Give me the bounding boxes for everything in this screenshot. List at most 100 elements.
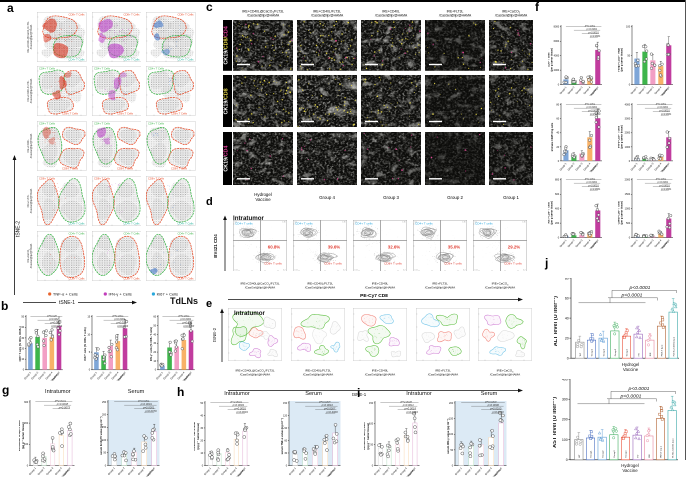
svg-text:Hydrogel: Hydrogel — [146, 466, 156, 477]
svg-text:20: 20 — [557, 146, 560, 149]
svg-text:/CasGel@lip/@HAMA: /CasGel@lip/@HAMA — [495, 13, 528, 17]
svg-text:IRE+CD40L: IRE+CD40L — [372, 368, 389, 372]
svg-text:(per g tumor tissue): (per g tumor tissue) — [550, 48, 553, 72]
svg-text:30: 30 — [284, 452, 287, 455]
svg-text:p<0.0001: p<0.0001 — [229, 401, 242, 403]
svg-text:Hydrogel: Hydrogel — [117, 370, 127, 381]
svg-text:/CasGel@lip/@HAMA: /CasGel@lip/@HAMA — [240, 372, 271, 376]
svg-text:p=0.0019: p=0.0019 — [404, 406, 417, 410]
svg-text:Intratumor IFN-γ level: Intratumor IFN-γ level — [364, 422, 366, 450]
svg-text:0: 0 — [628, 237, 630, 240]
svg-text:0: 0 — [566, 458, 568, 462]
svg-text:0: 0 — [201, 464, 203, 467]
svg-text:FLT3L+CD40L (i.p.): FLT3L+CD40L (i.p.) — [672, 438, 674, 457]
svg-text:Group 2: Group 2 — [117, 466, 126, 476]
svg-text:p=0.0001: p=0.0001 — [53, 400, 66, 402]
svg-text:Group 3: Group 3 — [473, 466, 482, 476]
svg-text:IRE: IRE — [649, 352, 651, 356]
svg-text:Ki67⁺CD8⁺ T cells: Ki67⁺CD8⁺ T cells — [548, 202, 550, 224]
svg-text:CD4+ T cells: CD4+ T cells — [415, 221, 433, 225]
svg-text:15: 15 — [87, 316, 90, 319]
svg-text:/CasGel@lip/@HAMA: /CasGel@lip/@HAMA — [485, 285, 516, 289]
svg-text:Group 4: Group 4 — [319, 194, 335, 199]
svg-text:IRE+CD40L/FLT3L: IRE+CD40L/FLT3L — [313, 9, 341, 13]
svg-text:IRE+CD40L@CaCO3/FLT3L: IRE+CD40L@CaCO3/FLT3L — [240, 281, 279, 286]
svg-text:CD4+ T Cells: CD4+ T Cells — [69, 231, 86, 235]
svg-text:0.11: 0.11 — [295, 269, 298, 271]
svg-text:10: 10 — [21, 358, 24, 361]
svg-text:p=0.0008: p=0.0008 — [484, 401, 497, 403]
svg-text:Hydrogel: Hydrogel — [660, 85, 670, 96]
svg-text:tSNE-2: tSNE-2 — [15, 221, 21, 237]
svg-text:p<0.0001: p<0.0001 — [588, 109, 600, 112]
svg-text:Group 1: Group 1 — [503, 194, 519, 199]
svg-text:/CasGel@lip/@HAMA: /CasGel@lip/@HAMA — [365, 372, 396, 376]
svg-text:IRE+FLT3L: IRE+FLT3L — [27, 194, 30, 207]
svg-text:/CasGel@lip/@HAMA: /CasGel@lip/@HAMA — [245, 285, 276, 289]
svg-text:IFN-γ⁺ cells (% CD8+ T cells): IFN-γ⁺ cells (% CD8+ T cells) — [149, 327, 153, 361]
svg-text:60: 60 — [564, 297, 568, 301]
svg-text:Group 2: Group 2 — [567, 161, 576, 171]
svg-text:800: 800 — [555, 179, 560, 182]
svg-text:CD8+ T Cells: CD8+ T Cells — [123, 276, 140, 280]
svg-text:Group 3: Group 3 — [45, 466, 54, 476]
svg-text:IRE+CaCO3: IRE+CaCO3 — [492, 281, 510, 286]
svg-text:IRE+CD40L: IRE+CD40L — [382, 9, 400, 13]
svg-text:BV421 CD4: BV421 CD4 — [213, 234, 218, 258]
svg-text:Intratumor IL12p70 level: Intratumor IL12p70 level — [19, 420, 21, 451]
svg-text:p<0.0001: p<0.0001 — [586, 27, 598, 30]
svg-text:0: 0 — [628, 83, 630, 86]
svg-text:serum IFN-γ value (pg ml⁻¹): serum IFN-γ value (pg ml⁻¹) — [446, 419, 450, 454]
svg-text:0: 0 — [628, 160, 630, 163]
svg-text:0: 0 — [558, 160, 560, 163]
svg-text:CK19/CD8: CK19/CD8 — [223, 88, 229, 114]
svg-text:20: 20 — [21, 347, 24, 350]
svg-text:100: 100 — [369, 423, 374, 426]
svg-text:CD8⁺ T cells: CD8⁺ T cells — [548, 51, 550, 66]
svg-text:serum IL12p70 value (pg ml⁻¹): serum IL12p70 value (pg ml⁻¹) — [99, 416, 103, 455]
svg-text:Hydrogel: Hydrogel — [327, 466, 337, 477]
svg-text:PBS-T (i.p.): PBS-T (i.p.) — [661, 345, 663, 357]
svg-text:30: 30 — [21, 337, 24, 340]
svg-text:35.0%: 35.0% — [448, 244, 461, 249]
svg-text:p<0.0001: p<0.0001 — [137, 400, 150, 402]
svg-text:6000: 6000 — [554, 40, 560, 43]
svg-text:CD8+ T Cells: CD8+ T Cells — [178, 12, 195, 16]
svg-text:Group 3: Group 3 — [645, 238, 654, 248]
svg-text:100: 100 — [626, 25, 631, 28]
svg-text:IFN-γ + Cells: IFN-γ + Cells — [109, 291, 132, 296]
svg-text:AST level (U liter⁻¹): AST level (U liter⁻¹) — [553, 397, 558, 448]
svg-text:50: 50 — [450, 449, 453, 452]
svg-text:Group3: Group3 — [613, 348, 616, 356]
svg-text:39.6%: 39.6% — [328, 244, 341, 249]
svg-text:Vaccine: Vaccine — [325, 468, 334, 478]
svg-text:Group 3: Group 3 — [103, 370, 112, 380]
svg-text:/CasGel@lip/@HAMA: /CasGel@lip/@HAMA — [439, 13, 472, 17]
svg-text:Group 2: Group 2 — [567, 238, 576, 248]
svg-text:/CasGel@lip/@HAMA: /CasGel@lip/@HAMA — [247, 13, 280, 17]
svg-text:IRE+CD40L/FLT3L: IRE+CD40L/FLT3L — [304, 368, 330, 372]
svg-text:(per g tumor tissue): (per g tumor tissue) — [621, 201, 624, 225]
svg-text:Group 3: Group 3 — [390, 466, 399, 476]
svg-text:Group 4: Group 4 — [583, 161, 592, 171]
svg-text:WT: WT — [579, 454, 581, 458]
svg-text:50 µm: 50 µm — [237, 59, 247, 63]
svg-text:40: 40 — [557, 132, 560, 135]
svg-text:Foxp3⁺CD25⁺ Tregs: Foxp3⁺CD25⁺ Tregs — [618, 47, 620, 71]
svg-text:CD4+ T Cells: CD4+ T Cells — [123, 231, 140, 235]
svg-text:0: 0 — [451, 464, 453, 467]
svg-text:PBS-T (i.p.): PBS-T (i.p.) — [661, 446, 663, 458]
svg-text:20: 20 — [564, 337, 568, 341]
svg-text:Group 2: Group 2 — [36, 466, 45, 476]
svg-text:5: 5 — [89, 351, 91, 354]
svg-text:/CasGel@lip/@HAMA: /CasGel@lip/@HAMA — [427, 372, 458, 376]
svg-text:0: 0 — [105, 464, 107, 467]
svg-text:3000: 3000 — [624, 118, 630, 121]
svg-text:Group 3: Group 3 — [645, 161, 654, 171]
svg-text:1500: 1500 — [624, 193, 630, 196]
svg-text:0: 0 — [372, 464, 374, 467]
svg-text:IRE+CD40L@CaCO3/FLT3L: IRE+CD40L@CaCO3/FLT3L — [27, 20, 31, 52]
svg-text:Group 2: Group 2 — [381, 466, 390, 476]
svg-text:50: 50 — [21, 316, 24, 319]
svg-text:100: 100 — [449, 433, 454, 436]
